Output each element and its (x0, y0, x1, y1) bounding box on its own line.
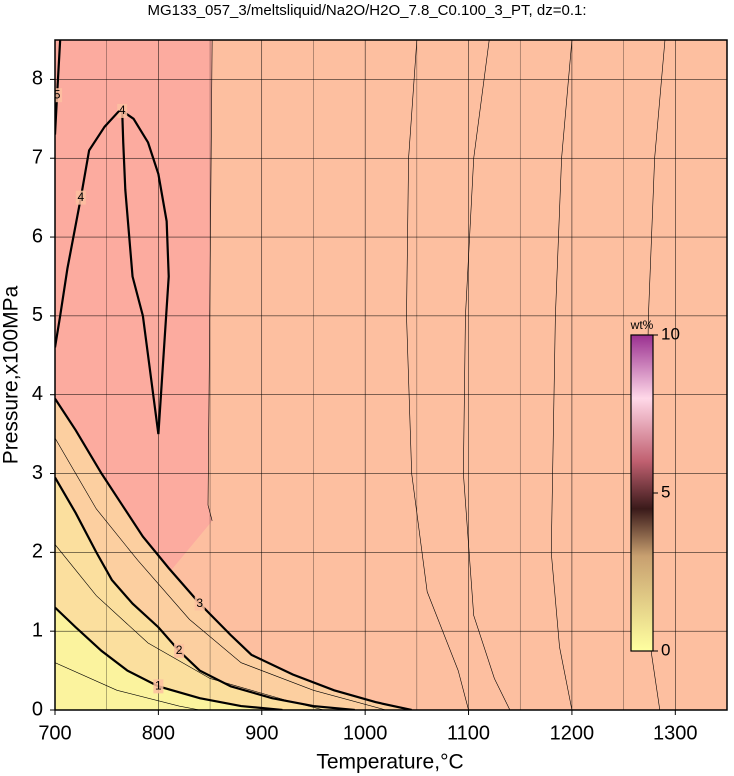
colorbar-tick-label: 10 (661, 324, 680, 343)
contour-label-bg (174, 643, 185, 658)
y-tick-label: 5 (32, 304, 43, 326)
y-tick-label: 0 (32, 698, 43, 720)
contour-label-bg (117, 103, 128, 118)
contour-line (550, 40, 573, 710)
colorbar-tick-label: 0 (661, 640, 670, 659)
contour-line (55, 606, 283, 710)
contour-line (55, 662, 200, 710)
contour-label: 2 (176, 643, 183, 657)
y-axis-label: Pressure,x100MPa (0, 285, 23, 464)
contour-label-bg (194, 596, 205, 611)
y-tick-label: 4 (32, 383, 43, 405)
contour-line (55, 437, 386, 710)
y-tick-label: 3 (32, 462, 43, 484)
contour-label: 4 (119, 103, 126, 117)
x-tick-label: 1300 (653, 722, 698, 744)
y-tick-label: 1 (32, 619, 43, 641)
contour-line (406, 40, 469, 710)
colorbar (630, 334, 654, 652)
colorbar-label: wt% (630, 318, 654, 332)
contour-label: 1 (155, 679, 162, 693)
contour-label: 3 (196, 596, 203, 610)
contour-fill (55, 477, 355, 710)
x-tick-label: 800 (142, 722, 175, 744)
x-tick-label: 900 (245, 722, 278, 744)
contour-label-bg (55, 88, 63, 103)
y-tick-label: 2 (32, 541, 43, 563)
contour-line (55, 476, 355, 710)
y-tick-label: 8 (32, 68, 43, 90)
contour-fill (55, 607, 283, 710)
x-tick-label: 1000 (343, 722, 388, 744)
x-tick-label: 700 (38, 722, 71, 744)
x-axis-label: Temperature,°C (316, 751, 463, 774)
plot-frame (54, 39, 728, 711)
contour-line (207, 40, 213, 521)
contour-line (121, 108, 170, 435)
contour-line (55, 544, 324, 710)
chart-title: MG133_057_3/meltsliquid/Na2O/H2O_7.8_C0.… (147, 2, 586, 19)
x-tick-label: 1100 (447, 722, 490, 744)
contour-layer: 3 2 1 4 4 5 (54, 40, 727, 710)
contour-label-bg (75, 190, 86, 205)
y-tick-label: 6 (32, 225, 43, 247)
colorbar-tick-label: 5 (661, 482, 670, 501)
contour-label: 5 (54, 87, 61, 101)
y-tick-label: 7 (32, 147, 43, 169)
x-tick-label: 1200 (550, 722, 595, 744)
contour-label: 4 (78, 190, 85, 204)
contour-line (463, 40, 511, 710)
contour-label-bg (153, 679, 164, 694)
